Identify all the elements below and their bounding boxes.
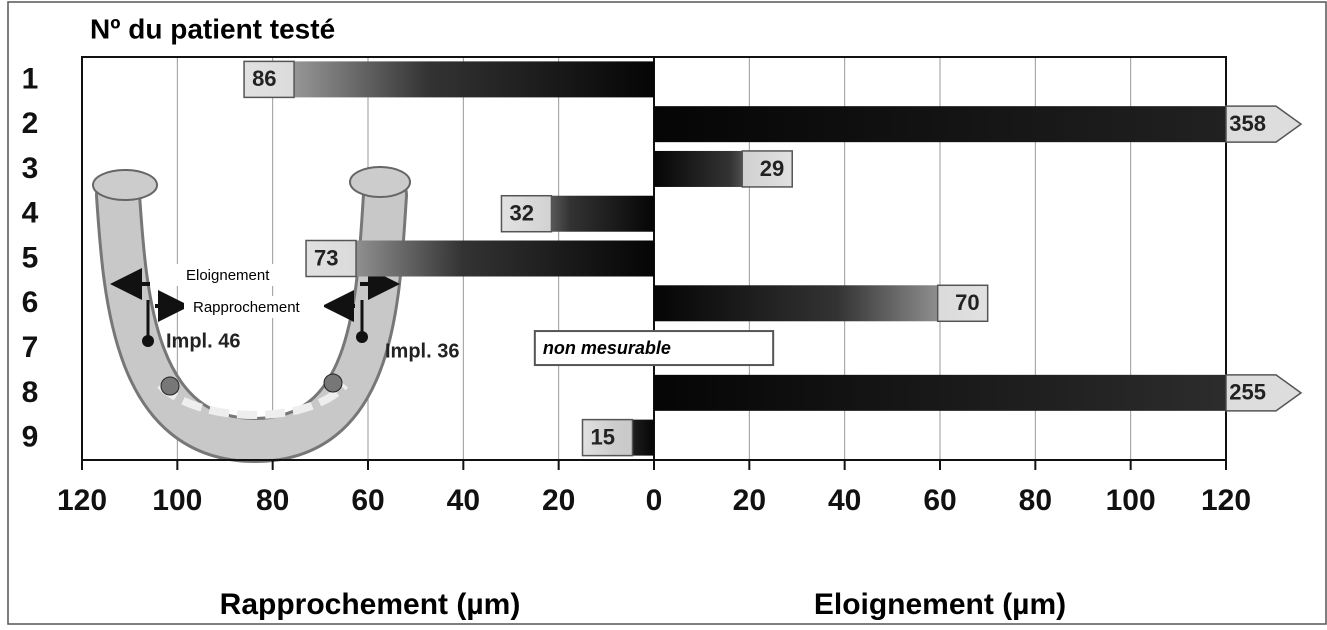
x-axis-title-left: Rapprochement (µm) — [220, 588, 521, 621]
value-label: 255 — [1229, 380, 1266, 405]
diagram-label: Impl. 36 — [385, 340, 459, 362]
x-axis-title-right: Eloignement (µm) — [814, 588, 1066, 621]
annotation: non mesurable — [543, 338, 671, 358]
x-tick-label: 80 — [1019, 484, 1052, 517]
value-label: 86 — [252, 66, 276, 91]
y-tick-label: 1 — [22, 62, 39, 95]
y-tick-label: 9 — [22, 421, 39, 454]
bar — [244, 61, 654, 97]
y-tick-label: 4 — [22, 197, 39, 230]
y-tick-label: 5 — [22, 241, 39, 274]
y-tick-label: 3 — [22, 152, 39, 185]
bar — [306, 241, 654, 277]
y-tick-label: 8 — [22, 376, 39, 409]
diagram-label: Impl. 46 — [166, 330, 240, 352]
value-label: 15 — [591, 424, 615, 449]
x-tick-label: 100 — [1106, 484, 1156, 517]
chart: Nº du patient testé Rapprochement (µm) E… — [0, 0, 1327, 625]
jaw-diagram: Eloignement Rapprochement Impl. 46 Impl.… — [93, 167, 459, 440]
value-label: 358 — [1229, 111, 1266, 136]
diagram-label: Eloignement — [186, 267, 270, 284]
value-label: 73 — [314, 245, 338, 270]
x-tick-label: 60 — [923, 484, 956, 517]
value-label: 29 — [760, 156, 784, 181]
x-tick-label: 20 — [733, 484, 766, 517]
x-tick-label: 60 — [351, 484, 384, 517]
x-tick-label: 100 — [152, 484, 202, 517]
value-label: 70 — [955, 290, 979, 315]
chart-title: Nº du patient testé — [90, 13, 335, 44]
value-label: 32 — [509, 201, 533, 226]
x-tick-label: 40 — [447, 484, 480, 517]
x-tick-label: 40 — [828, 484, 861, 517]
x-tick-label: 80 — [256, 484, 289, 517]
diagram-label: Rapprochement — [193, 299, 301, 316]
x-tick-label: 20 — [542, 484, 575, 517]
y-tick-label: 2 — [22, 107, 39, 140]
x-tick-label: 0 — [646, 484, 663, 517]
x-tick-label: 120 — [1201, 484, 1251, 517]
y-tick-label: 6 — [22, 286, 39, 319]
x-tick-label: 120 — [57, 484, 107, 517]
y-tick-label: 7 — [22, 331, 39, 364]
